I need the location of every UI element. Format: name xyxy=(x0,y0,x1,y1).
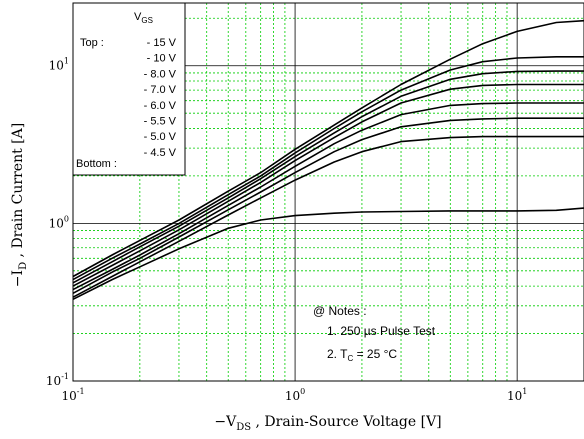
y-tick-label: 101 xyxy=(49,57,69,73)
legend-bottom-label: Bottom : xyxy=(76,158,117,170)
y-axis-title: −ID , Drain Current [A] xyxy=(10,123,29,287)
notes-annotation: @ Notes : 1. 250 µs Pulse Test 2. TC = 2… xyxy=(313,304,436,363)
legend-entry: - 8.0 V xyxy=(144,68,177,80)
series-line-5 xyxy=(72,102,584,291)
notes-line-1: 1. 250 µs Pulse Test xyxy=(327,324,436,338)
tick-labels: 10-1 100 101 10-1 100 101 xyxy=(46,57,527,403)
series-lines xyxy=(72,19,584,301)
legend-entry: - 15 V xyxy=(147,37,177,49)
series-line-6 xyxy=(72,117,584,295)
x-axis-title: −VDS , Drain-Source Voltage [V] xyxy=(214,414,441,433)
legend-entry: - 5.0 V xyxy=(144,131,177,143)
series-line-8 xyxy=(72,207,584,301)
series-line-2 xyxy=(72,56,584,281)
y-tick-label: 100 xyxy=(49,214,69,230)
legend-frame xyxy=(72,2,186,176)
notes-line-2: 2. TC = 25 °C xyxy=(327,347,397,363)
notes-header: @ Notes : xyxy=(313,304,367,318)
series-line-4 xyxy=(72,83,584,287)
legend-entry: - 10 V xyxy=(147,53,177,65)
legend-entry: - 7.0 V xyxy=(144,84,177,96)
legend-entry: - 4.5 V xyxy=(144,147,177,159)
legend-top-label: Top : xyxy=(80,37,104,49)
y-tick-label: 10-1 xyxy=(46,372,69,388)
series-line-1 xyxy=(72,19,584,278)
x-tick-label: 100 xyxy=(285,387,305,403)
legend-entries: - 15 V - 10 V - 8.0 V - 7.0 V - 6.0 V - 5.5 V… xyxy=(144,37,177,159)
x-tick-label: 10-1 xyxy=(61,387,84,403)
legend-entry: - 5.5 V xyxy=(144,116,177,128)
series-line-7 xyxy=(72,135,584,298)
x-tick-label: 101 xyxy=(507,387,527,403)
plot-frame xyxy=(72,2,584,382)
legend-title: VGS xyxy=(134,11,153,25)
series-line-3 xyxy=(72,70,584,284)
legend: VGS Top : Bottom : - 15 V- 10 V- 8.0 V- … xyxy=(72,2,186,176)
legend-entry: - 6.0 V xyxy=(144,100,177,112)
